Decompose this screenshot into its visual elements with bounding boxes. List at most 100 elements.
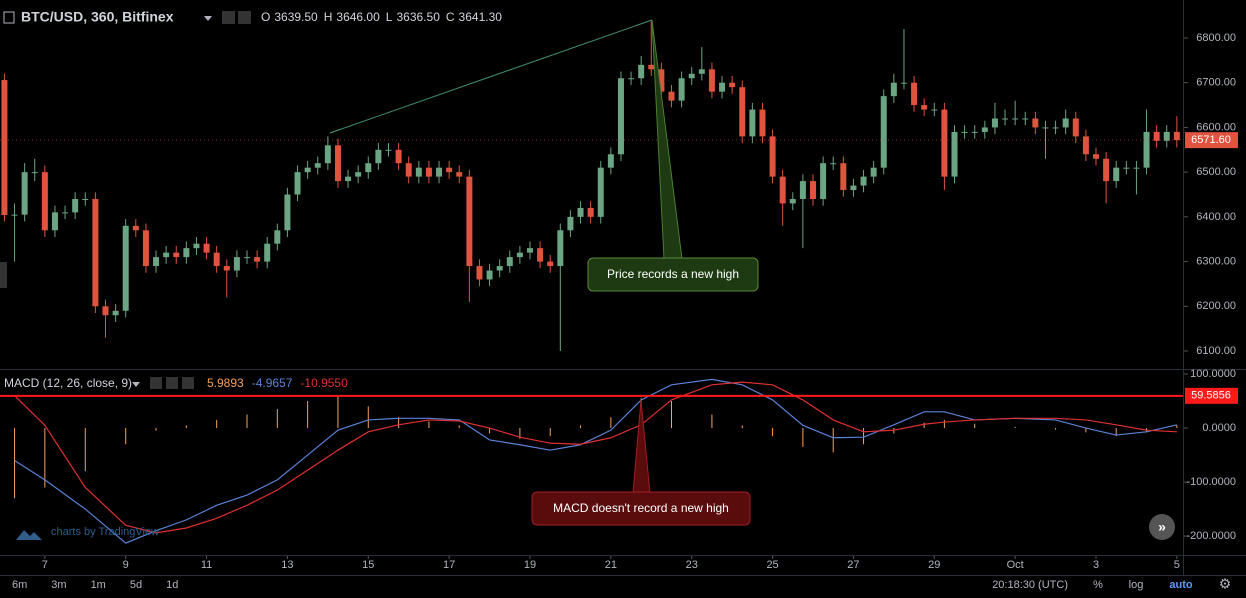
candle-body <box>1072 118 1079 137</box>
scroll-icon[interactable]: » <box>1158 519 1166 535</box>
icon[interactable] <box>182 377 194 389</box>
candle-body <box>142 230 149 267</box>
candle-body <box>678 78 685 101</box>
candle-body <box>254 257 261 262</box>
candle-body <box>880 96 887 168</box>
y-tick-label: 6700.00 <box>1196 77 1236 89</box>
scroll-button[interactable] <box>1149 514 1175 540</box>
callout-text: Price records a new high <box>607 267 739 281</box>
candle-body <box>82 198 89 200</box>
candle-body <box>163 252 170 258</box>
candle-body <box>446 167 453 173</box>
option-button[interactable]: % <box>1093 579 1103 591</box>
ohlc-key: H <box>324 10 333 24</box>
range-button[interactable]: 1d <box>166 579 178 591</box>
y-tick-label: 100.0000 <box>1190 368 1236 380</box>
candle-body <box>799 181 806 199</box>
candle-body <box>749 109 756 137</box>
candle-body <box>617 78 624 155</box>
symbol[interactable]: BTC/USD, 360, Bitfinex <box>21 9 174 25</box>
x-tick-label: 13 <box>281 559 293 571</box>
icon[interactable] <box>166 377 178 389</box>
x-tick-label: 3 <box>1093 559 1099 571</box>
candle-body <box>850 185 857 191</box>
candle-body <box>355 172 362 177</box>
x-tick-label: 15 <box>362 559 374 571</box>
candle-body <box>820 163 827 199</box>
candle-body <box>284 194 291 231</box>
candle-body <box>698 69 705 74</box>
candle-body <box>375 149 382 164</box>
macd-legend-value: -10.9550 <box>300 376 348 390</box>
option-button[interactable]: log <box>1129 579 1144 591</box>
candle-body <box>345 176 352 182</box>
candle-body <box>961 131 968 133</box>
ohlc-value: 3636.50 <box>396 10 440 24</box>
range-button[interactable]: 6m <box>12 579 27 591</box>
side-handle[interactable] <box>0 262 7 288</box>
candle-body <box>638 64 645 79</box>
candle-body <box>223 266 230 271</box>
candle-body <box>900 82 907 84</box>
option-button[interactable]: auto <box>1169 579 1193 591</box>
y-tick-label: 6300.00 <box>1196 255 1236 267</box>
candle-body <box>153 257 160 267</box>
range-button[interactable]: 3m <box>51 579 66 591</box>
ohlc-key: O <box>261 10 270 24</box>
candle-body <box>1042 127 1049 129</box>
logo <box>16 530 42 540</box>
x-tick-label: 7 <box>42 559 48 571</box>
candle-body <box>1082 136 1089 155</box>
trend-line <box>329 19 653 134</box>
candle-body <box>1093 154 1100 159</box>
icon[interactable] <box>150 377 162 389</box>
candle-body <box>92 198 99 307</box>
trend-line <box>329 128 342 134</box>
candle-body <box>324 145 331 164</box>
candle-body <box>921 105 928 110</box>
icon[interactable] <box>222 11 235 24</box>
y-tick-label: 6400.00 <box>1196 211 1236 223</box>
last-price-label: 6571.60 <box>1191 134 1231 146</box>
candle-body <box>840 163 847 191</box>
candle-body <box>294 172 301 195</box>
icon[interactable] <box>238 11 251 24</box>
x-tick-label: 23 <box>686 559 698 571</box>
candle-body <box>11 214 18 216</box>
level-label: 59.5856 <box>1191 390 1231 402</box>
callout-box <box>531 491 751 526</box>
candle-body <box>1173 131 1180 141</box>
candle-body <box>577 207 584 217</box>
candle-body <box>405 163 412 177</box>
macd-line <box>14 381 1177 534</box>
candle-body <box>981 127 988 132</box>
menu-icon[interactable] <box>3 11 15 24</box>
range-button[interactable]: 1m <box>91 579 106 591</box>
range-button[interactable]: 5d <box>130 579 142 591</box>
x-tick-label: 17 <box>443 559 455 571</box>
candle-body <box>304 167 311 173</box>
x-tick-label: 9 <box>123 559 129 571</box>
y-tick-label: 6500.00 <box>1196 166 1236 178</box>
candle-body <box>334 145 341 182</box>
candle-body <box>941 109 948 177</box>
dropdown-arrow[interactable] <box>132 382 140 387</box>
candle-body <box>21 172 28 215</box>
y-tick-label: 0.0000 <box>1202 422 1236 434</box>
candle-body <box>62 212 69 214</box>
dropdown-arrow[interactable] <box>204 16 212 21</box>
candle-body <box>1113 167 1120 182</box>
candle-body <box>1123 167 1130 169</box>
candle-body <box>486 270 493 280</box>
candle-body <box>537 248 544 262</box>
candle-body <box>607 154 614 168</box>
candle-body <box>132 225 139 231</box>
candle-body <box>1163 131 1170 141</box>
candle-body <box>243 257 250 259</box>
candle-body <box>971 131 978 133</box>
x-tick-label: 19 <box>524 559 536 571</box>
candle-body <box>729 82 736 88</box>
settings-icon[interactable]: ⚙ <box>1219 576 1232 592</box>
candle-body <box>870 167 877 177</box>
candle-body <box>557 230 564 267</box>
